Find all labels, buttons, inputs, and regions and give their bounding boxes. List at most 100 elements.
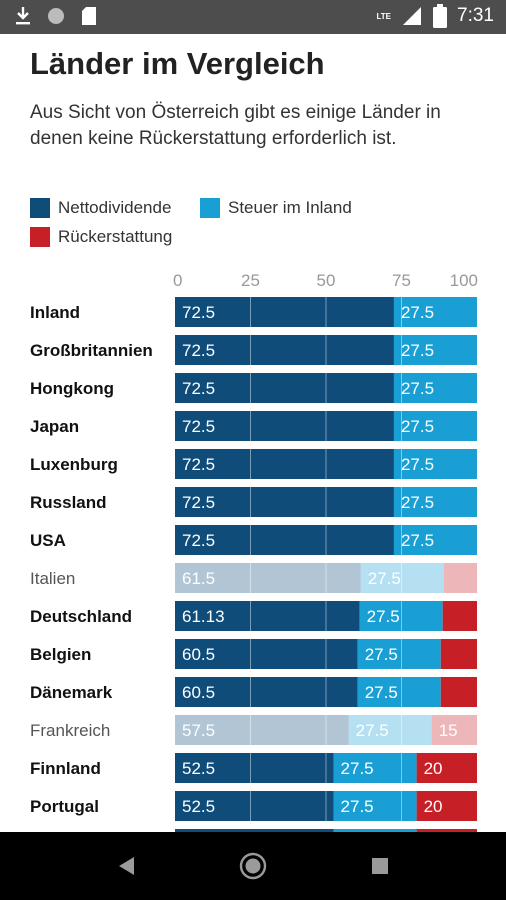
bar-segment	[393, 525, 477, 555]
sd-card-icon	[82, 7, 96, 25]
bar-value-label: 27.5	[341, 759, 374, 778]
bar-value-label: 27.5	[401, 455, 434, 474]
x-tick-label: 25	[241, 271, 260, 290]
bar-segment	[175, 411, 394, 441]
recents-button[interactable]	[340, 832, 420, 900]
bar-segment	[442, 601, 477, 631]
stacked-bar-chart: 0 25 50 75 100 Inland 72.5 27.5 Großbritannien 72…	[30, 271, 478, 832]
category-label: USA	[30, 531, 66, 550]
bar-segment	[393, 373, 477, 403]
bar-segment	[393, 411, 477, 441]
legend-swatch-rueckerstattung	[30, 227, 50, 247]
category-label: Frankreich	[30, 721, 110, 740]
category-label: Deutschland	[30, 607, 132, 626]
circle-icon	[48, 8, 64, 24]
bar-segment	[359, 601, 443, 631]
bar-segment	[393, 449, 477, 479]
home-icon	[239, 852, 267, 880]
category-label: Japan	[30, 417, 79, 436]
bar-segment	[416, 791, 477, 821]
signal-icon	[403, 7, 422, 25]
article-content: Länder im Vergleich Aus Sicht von Österr…	[0, 34, 506, 832]
legend-label: Rückerstattung	[58, 227, 173, 246]
bar-segment	[443, 563, 477, 593]
bar-segment	[175, 297, 394, 327]
bar-segment	[416, 753, 477, 783]
bar-segment	[393, 335, 477, 365]
bar-segment	[175, 791, 334, 821]
status-bar: LTE 7:31	[0, 0, 506, 34]
bar-value-label: 27.5	[401, 303, 434, 322]
battery-icon	[433, 4, 448, 28]
bar-segment	[175, 829, 334, 832]
category-label: Italien	[30, 569, 75, 588]
back-button[interactable]	[86, 832, 166, 900]
bar-segment	[360, 563, 444, 593]
bar-value-label: 52.5	[182, 759, 215, 778]
bar-value-label: 72.5	[182, 417, 215, 436]
bar-value-label: 61.13	[182, 607, 225, 626]
bar-value-label: 20	[424, 797, 443, 816]
bar-segment	[175, 373, 394, 403]
legend-label: Nettodividende	[58, 198, 172, 217]
bar-segment	[175, 563, 361, 593]
bar-value-label: 72.5	[182, 379, 215, 398]
legend-swatch-nettodividende	[30, 198, 50, 218]
bar-value-label: 72.5	[182, 303, 215, 322]
bar-segment	[440, 677, 477, 707]
bar-segment	[333, 829, 417, 832]
legend-label: Steuer im Inland	[228, 198, 352, 217]
page-subtitle: Aus Sicht von Österreich gibt es einige …	[30, 102, 441, 149]
bar-segment	[175, 677, 358, 707]
home-button[interactable]	[213, 832, 293, 900]
bar-value-label: 15	[439, 721, 458, 740]
bar-value-label: 20	[424, 759, 443, 778]
category-label: Inland	[30, 303, 80, 322]
bar-value-label: 72.5	[182, 531, 215, 550]
clock: 7:31	[457, 5, 494, 26]
bar-value-label: 27.5	[367, 607, 400, 626]
bar-segment	[333, 753, 417, 783]
bar-value-label: 72.5	[182, 455, 215, 474]
legend-item-nettodividende: Nettodividende	[30, 198, 171, 218]
category-label: Luxenburg	[30, 455, 118, 474]
legend-item-rueckerstattung: Rückerstattung	[30, 227, 172, 247]
bar-segment	[393, 487, 477, 517]
bar-segment	[393, 297, 477, 327]
page-title: Länder im Vergleich	[30, 46, 325, 81]
bar-value-label: 27.5	[356, 721, 389, 740]
bar-segment	[175, 639, 358, 669]
bar-segment	[175, 487, 394, 517]
bar-value-label: 27.5	[401, 493, 434, 512]
bar-value-label: 72.5	[182, 341, 215, 360]
category-label: Russland	[30, 493, 107, 512]
bar-value-label: 27.5	[341, 797, 374, 816]
bar-segment	[357, 677, 441, 707]
bar-segment	[175, 601, 360, 631]
bar-value-label: 57.5	[182, 721, 215, 740]
bar-segment	[431, 715, 477, 745]
category-label: Dänemark	[30, 683, 113, 702]
legend-item-steuer-im-inland: Steuer im Inland	[200, 198, 352, 218]
bar-value-label: 27.5	[365, 645, 398, 664]
x-tick-label: 0	[173, 271, 182, 290]
bar-segment	[175, 525, 394, 555]
navigation-bar	[0, 832, 506, 900]
category-label: Großbritannien	[30, 341, 153, 360]
download-icon	[16, 7, 30, 25]
category-label: Hongkong	[30, 379, 114, 398]
bar-value-label: 27.5	[368, 569, 401, 588]
recents-icon	[372, 858, 388, 874]
bar-segment	[175, 715, 349, 745]
bar-segment	[175, 753, 334, 783]
category-label: Belgien	[30, 645, 91, 664]
bar-value-label: 60.5	[182, 683, 215, 702]
bar-segment	[440, 639, 477, 669]
x-tick-label: 100	[450, 271, 478, 290]
bar-segment	[416, 829, 477, 832]
back-icon	[119, 857, 134, 875]
bar-segment	[357, 639, 441, 669]
bar-value-label: 27.5	[401, 379, 434, 398]
bar-value-label: 27.5	[401, 531, 434, 550]
bar-value-label: 60.5	[182, 645, 215, 664]
